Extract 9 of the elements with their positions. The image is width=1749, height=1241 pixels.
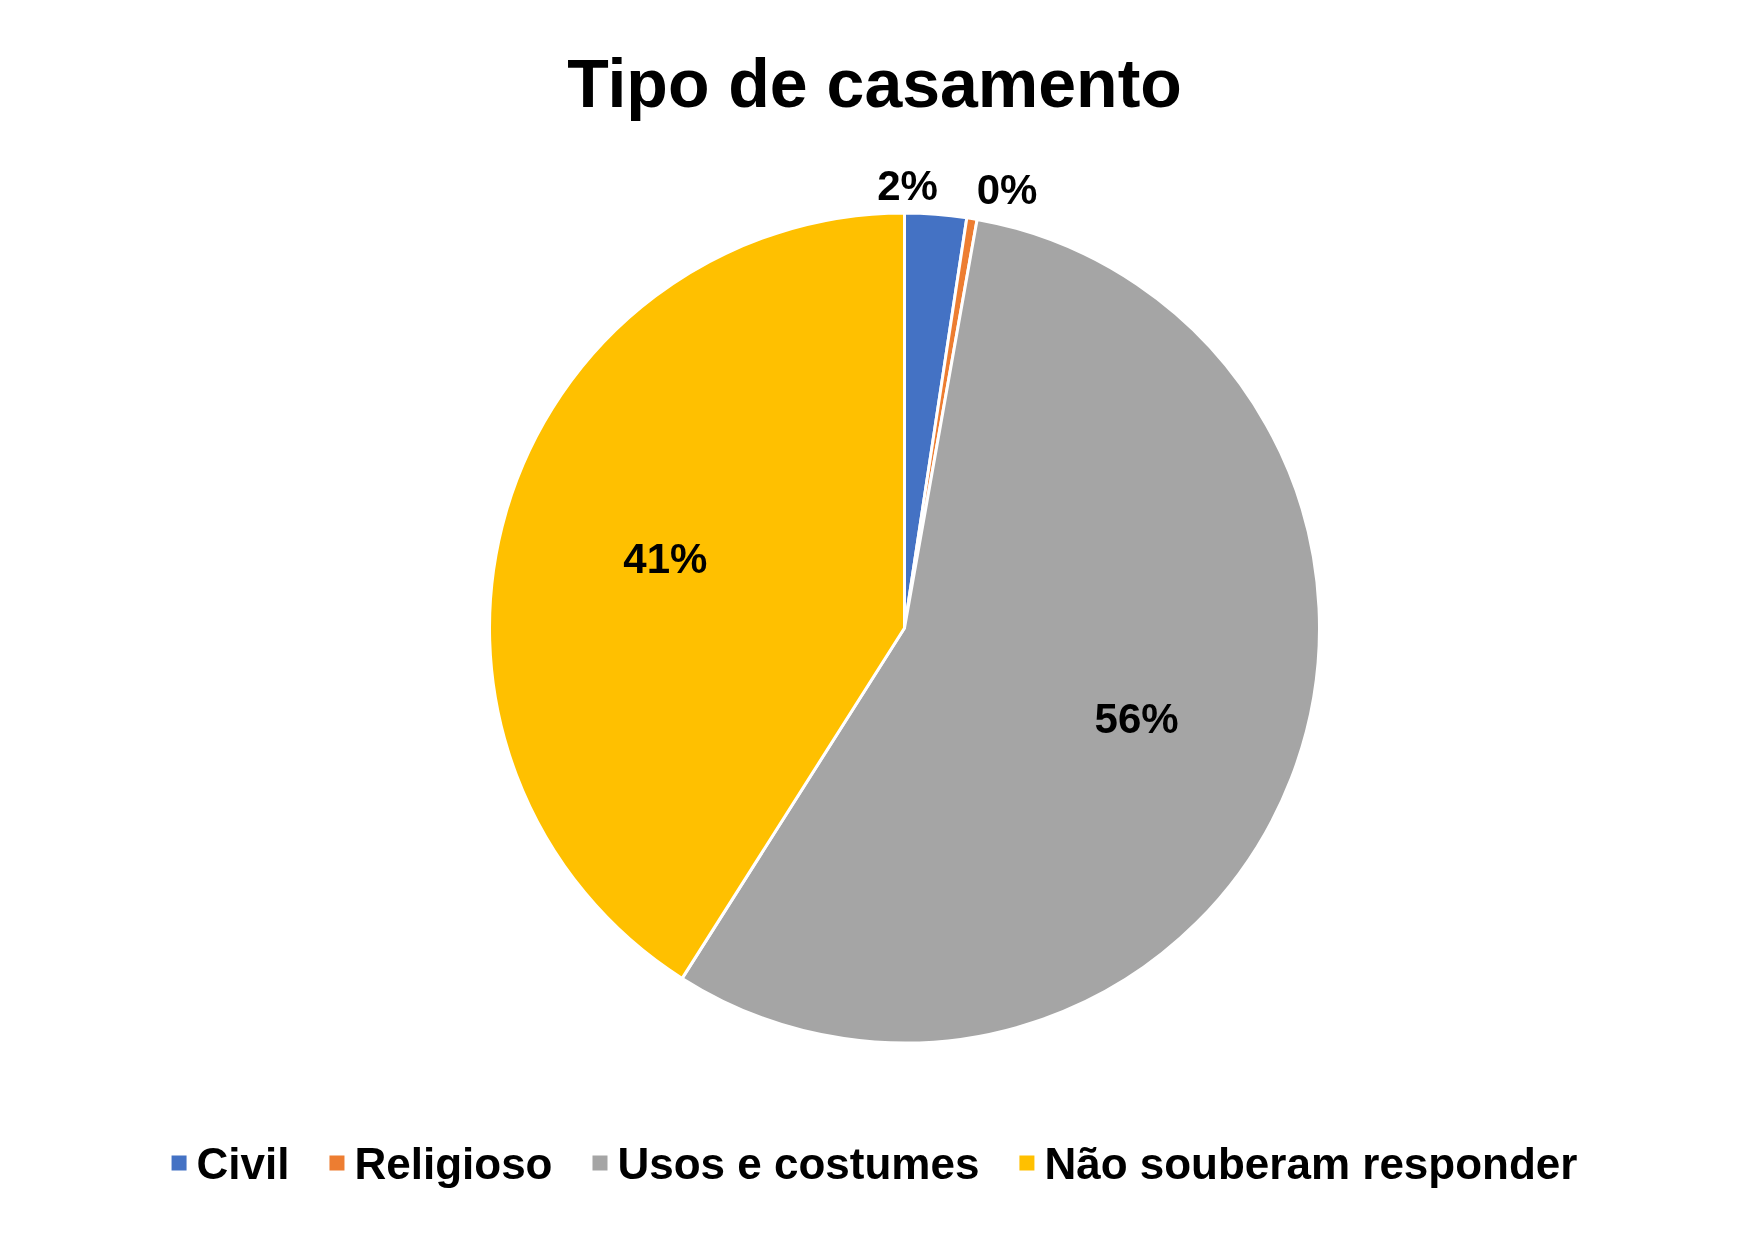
chart-title: Tipo de casamento [567, 45, 1182, 121]
data-label: 0% [976, 166, 1038, 214]
legend-label: Civil [196, 1138, 290, 1188]
data-label: 2% [877, 161, 938, 209]
legend-label: Religioso [354, 1138, 553, 1188]
data-label: 41% [623, 535, 708, 583]
legend-label: Não souberam responder [1044, 1138, 1578, 1188]
legend-label: Usos e costumes [617, 1138, 980, 1188]
data-label: 56% [1094, 694, 1179, 742]
